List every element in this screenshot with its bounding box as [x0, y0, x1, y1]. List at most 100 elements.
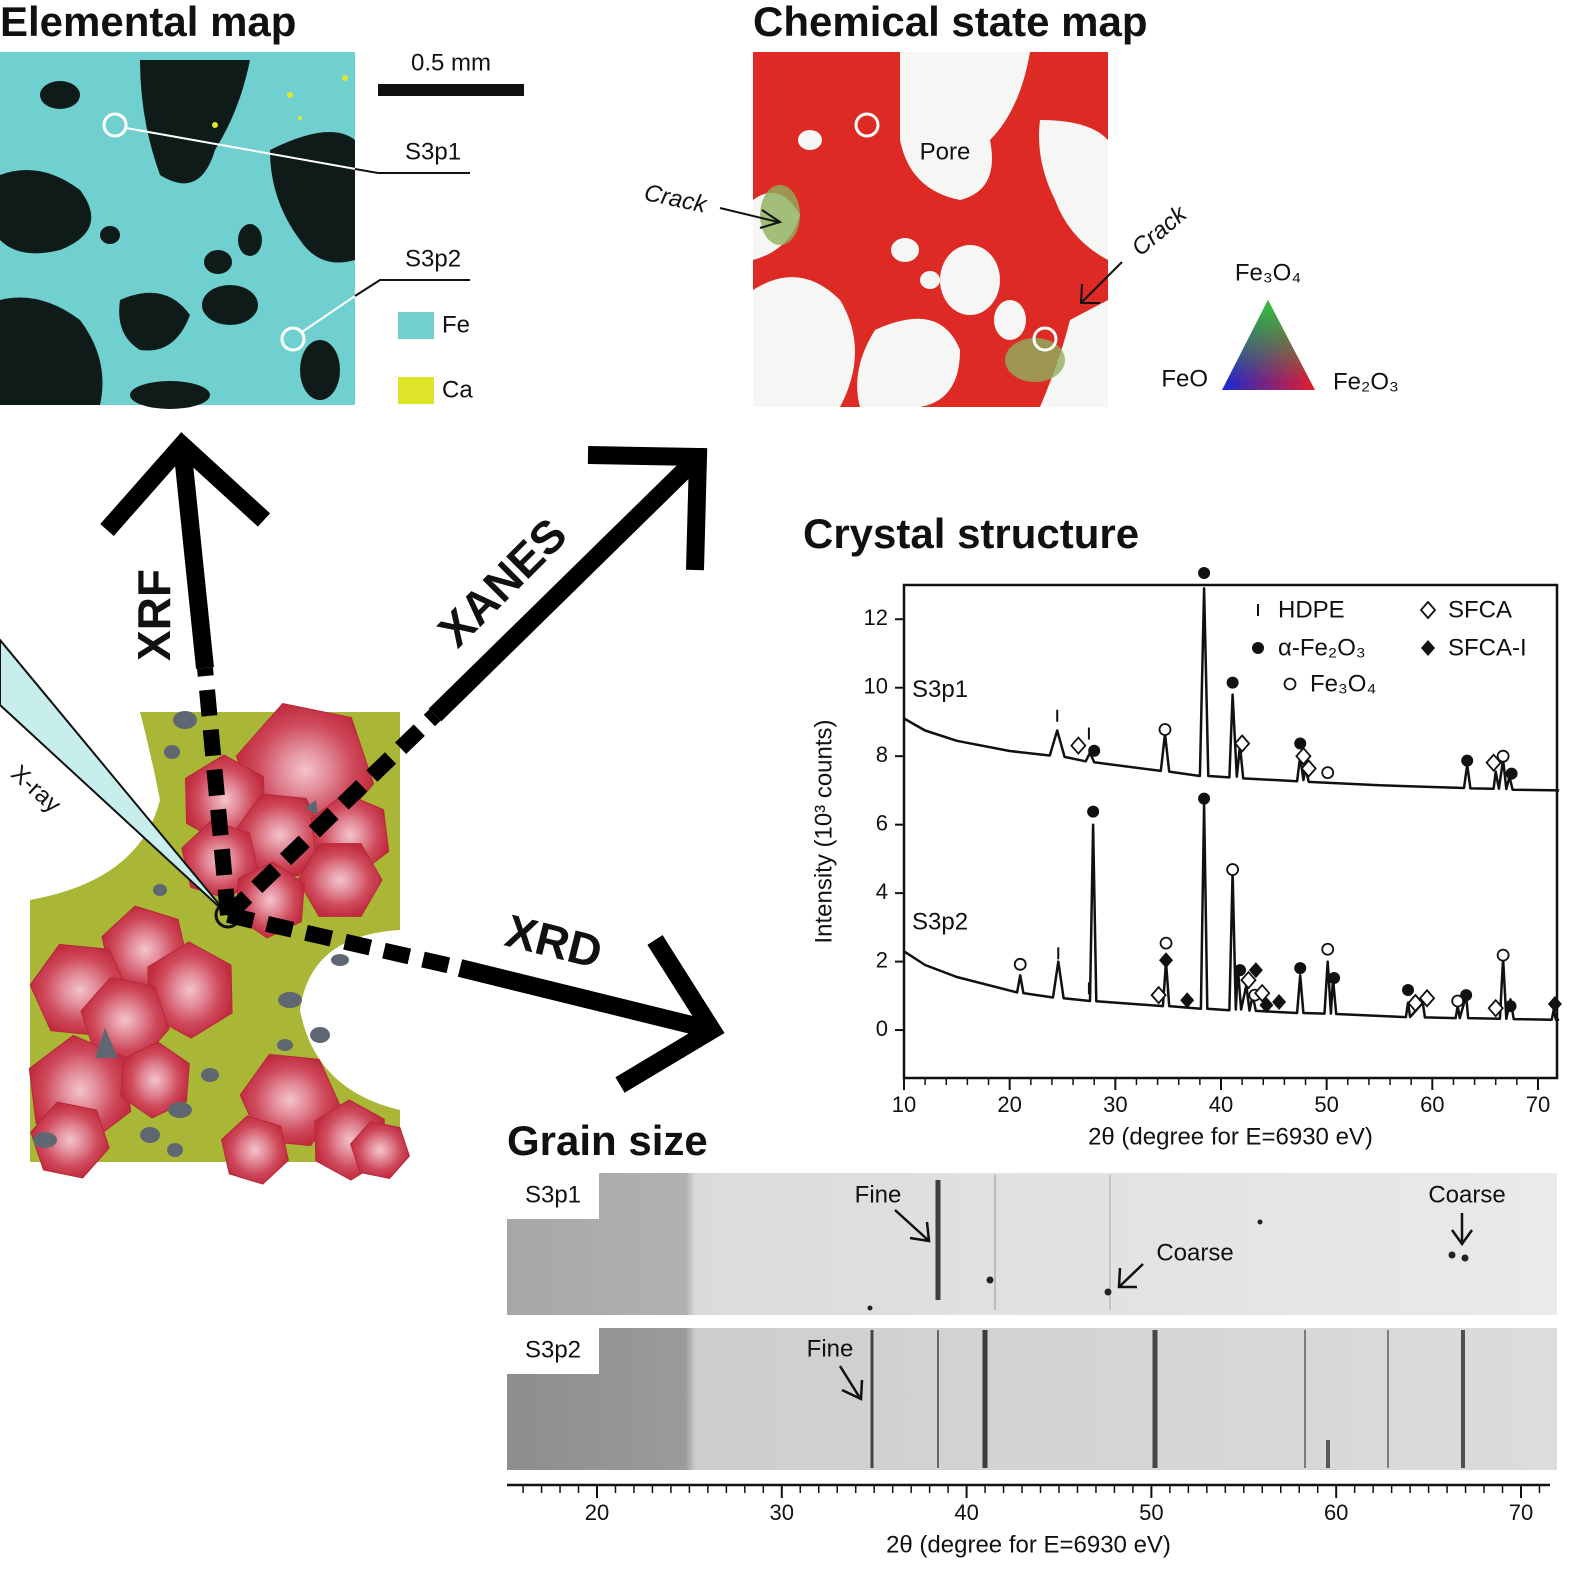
peak-marker	[1402, 984, 1415, 997]
peak-marker	[1234, 964, 1247, 977]
method-arrows	[100, 432, 725, 1093]
annotation: Fine	[855, 1181, 902, 1208]
grain-size-panel: Grain size S3p1 S3p2 Fine Coarse Coarse …	[507, 1117, 1557, 1558]
peak-marker	[1321, 942, 1335, 956]
series-line	[903, 587, 1560, 792]
legend-symbol	[1252, 642, 1264, 654]
chemical-map-panel: Chemical state map Pore Crack Crack	[642, 0, 1399, 407]
grain	[221, 1115, 289, 1185]
map-label: Crack	[642, 179, 711, 219]
series-label: S3p2	[912, 909, 968, 936]
peak-marker	[1295, 746, 1312, 766]
strip-label-box	[507, 1328, 599, 1374]
annotation: Coarse	[1156, 1239, 1233, 1266]
peak-marker	[1158, 723, 1172, 736]
diffraction-image	[507, 1328, 1557, 1470]
legend-symbol	[1421, 640, 1435, 656]
elemental-map-panel: Elemental map S3p1 S3p2 0.5 mm	[0, 0, 524, 409]
y-tick-label: 8	[876, 742, 888, 767]
peak-marker	[1150, 985, 1167, 1005]
legend-symbol	[1419, 600, 1437, 620]
triangle-label: FeO	[1161, 365, 1208, 392]
x-tick-label: 60	[1420, 1092, 1444, 1117]
series-line	[903, 802, 1560, 1022]
diffraction-image	[507, 1173, 1557, 1315]
point-marker	[280, 326, 306, 352]
peak-marker	[1407, 993, 1424, 1013]
method-label: XRF	[128, 569, 180, 661]
peak-marker	[1013, 957, 1027, 971]
legend-label: α-Fe₂O₃	[1278, 634, 1366, 661]
x-axis-label: 2θ (degree for E=6930 eV)	[1088, 1123, 1373, 1150]
grain	[350, 1121, 410, 1179]
peak-marker	[1226, 863, 1240, 876]
peak-marker	[1159, 936, 1173, 950]
grain	[120, 1041, 190, 1119]
x-tick-label: 50	[1314, 1092, 1338, 1117]
peak-marker	[1088, 744, 1101, 757]
peak-marker	[1504, 1000, 1517, 1013]
x-tick-label: 10	[892, 1092, 916, 1117]
scale-label: 0.5 mm	[411, 49, 491, 76]
x-tick-label: 30	[1103, 1092, 1127, 1117]
peak-marker	[1272, 993, 1287, 1010]
peak-marker	[1248, 962, 1263, 979]
strip-label: S3p1	[525, 1181, 581, 1208]
point-marker	[854, 112, 880, 138]
chart-title: Crystal structure	[803, 510, 1139, 557]
peak-marker	[1328, 972, 1341, 985]
schematic: X-ray XRF XANES XRD	[0, 432, 725, 1185]
legend-label: HDPE	[1278, 596, 1345, 623]
legend-label: Fe₃O₄	[1310, 670, 1376, 697]
annotation: Fine	[807, 1335, 854, 1362]
peak-marker	[1496, 948, 1510, 962]
peak-marker	[1505, 767, 1518, 780]
arrow	[1081, 261, 1123, 303]
peak-marker	[1451, 994, 1465, 1008]
legend: Fe Ca	[398, 311, 473, 404]
triangle-label: Fe₂O₃	[1333, 368, 1399, 395]
y-tick-label: 0	[876, 1016, 888, 1041]
x-axis-label: 2θ (degree for E=6930 eV)	[886, 1531, 1171, 1558]
peak-marker	[1254, 983, 1271, 1003]
point-label: S3p2	[405, 245, 461, 272]
arrow-head	[759, 209, 783, 229]
peak-marker	[1300, 759, 1317, 778]
x-tick-label: 20	[997, 1092, 1021, 1117]
peak-marker	[1487, 998, 1504, 1018]
peak-marker	[1259, 997, 1274, 1014]
legend-label: SFCA-I	[1448, 634, 1527, 661]
panel-title: Chemical state map	[753, 0, 1148, 45]
point-marker	[1032, 326, 1058, 352]
annotation-arrows	[838, 1209, 1474, 1401]
y-tick-label: 12	[864, 605, 888, 630]
peak-marker	[1461, 754, 1474, 767]
beam-label: X-ray	[5, 760, 66, 818]
peak-marker	[1547, 996, 1562, 1013]
y-tick-label: 10	[864, 674, 888, 699]
legend-swatch	[398, 377, 434, 404]
leader-line	[301, 295, 356, 333]
peak-marker	[1294, 737, 1307, 750]
annotation: Coarse	[1428, 1181, 1505, 1208]
y-tick-label: 4	[876, 879, 888, 904]
legend-label: Fe	[442, 311, 470, 338]
strip-label: S3p2	[525, 1336, 581, 1363]
peak-marker	[1418, 988, 1436, 1008]
x-tick-label: 20	[585, 1500, 609, 1525]
grain	[147, 941, 233, 1039]
point-marker	[102, 112, 128, 138]
method-label: XANES	[428, 508, 577, 657]
x-tick-label: 70	[1526, 1092, 1550, 1117]
arrow-head	[1079, 283, 1100, 304]
peak-marker	[1159, 952, 1174, 969]
leader-line	[354, 168, 379, 174]
peak-marker	[1240, 970, 1257, 990]
x-tick-label: 30	[770, 1500, 794, 1525]
legend-swatch	[398, 312, 434, 339]
legend-symbol	[1283, 677, 1297, 691]
grain	[30, 1101, 110, 1179]
y-tick-label: 6	[876, 810, 888, 835]
x-tick-label: 40	[1209, 1092, 1233, 1117]
